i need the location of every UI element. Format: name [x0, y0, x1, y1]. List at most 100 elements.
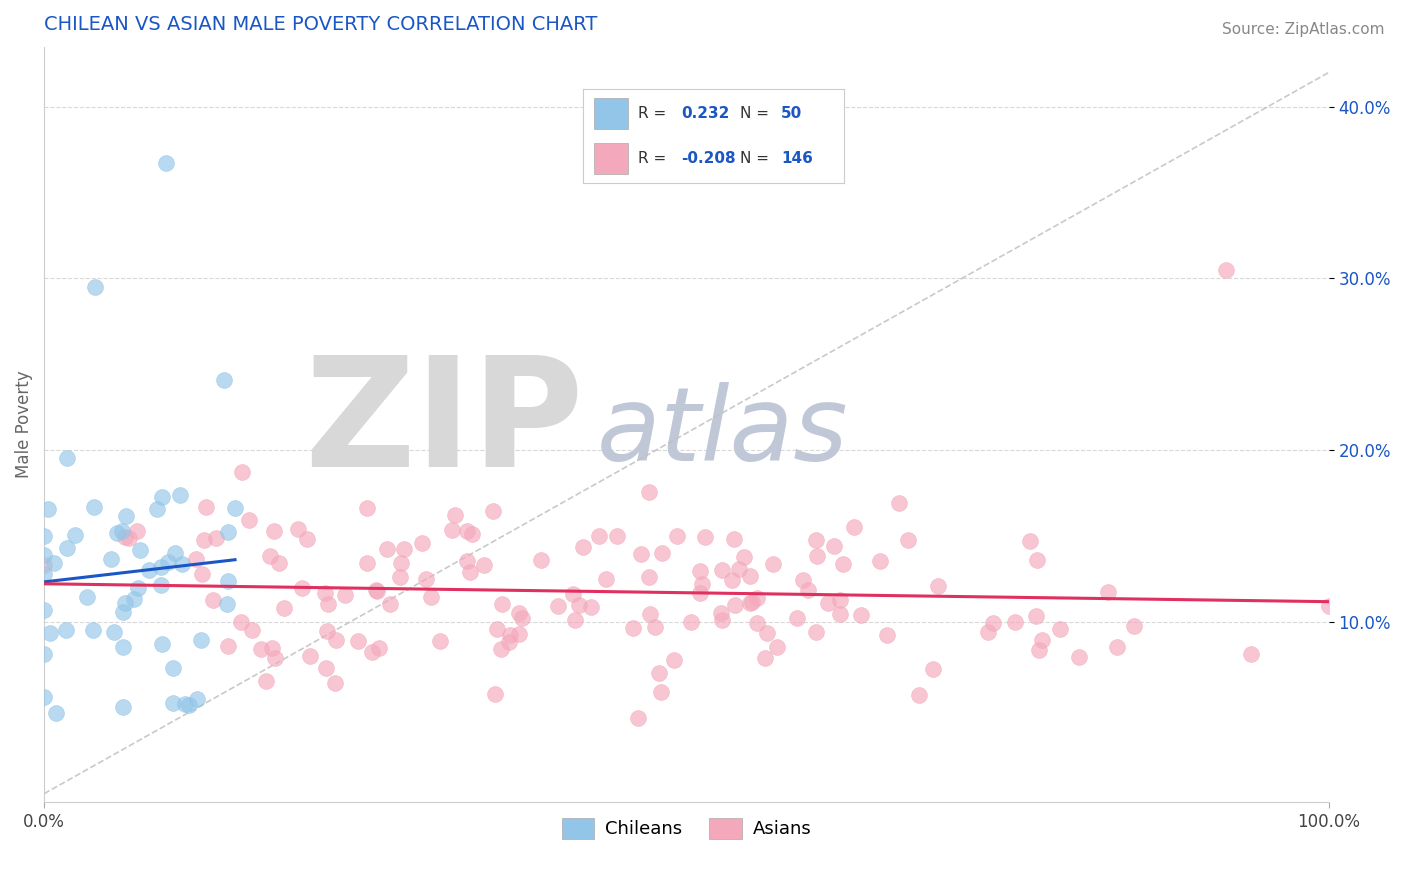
- Point: [32, 558, 55, 573]
- Point: [215, 598, 238, 612]
- Point: [55, 623, 77, 637]
- Point: [665, 529, 688, 543]
- Point: [190, 633, 212, 648]
- Point: [335, 587, 357, 601]
- Point: [927, 579, 949, 593]
- Point: [238, 513, 260, 527]
- Point: [921, 662, 943, 676]
- Point: [747, 615, 769, 630]
- Point: [356, 556, 378, 570]
- Point: [692, 577, 714, 591]
- Point: [498, 628, 520, 642]
- Point: [1031, 632, 1053, 647]
- Point: [1025, 609, 1047, 624]
- Point: [547, 599, 569, 614]
- Point: [638, 569, 661, 583]
- Point: [1049, 622, 1071, 636]
- Point: [1025, 553, 1047, 567]
- Point: [114, 508, 136, 523]
- Point: [630, 547, 652, 561]
- Point: [908, 688, 931, 702]
- Point: [458, 566, 481, 580]
- Text: Source: ZipAtlas.com: Source: ZipAtlas.com: [1222, 22, 1385, 37]
- Point: [664, 653, 686, 667]
- Point: [1018, 533, 1040, 548]
- Point: [103, 624, 125, 639]
- Point: [797, 583, 820, 598]
- Point: [486, 622, 509, 636]
- Point: [693, 530, 716, 544]
- Point: [42, 556, 65, 570]
- Point: [510, 611, 533, 625]
- Point: [786, 610, 808, 624]
- Point: [606, 529, 628, 543]
- Point: [202, 592, 225, 607]
- Point: [456, 524, 478, 538]
- Point: [218, 574, 240, 588]
- Point: [723, 533, 745, 547]
- Point: [32, 647, 55, 661]
- Point: [138, 562, 160, 576]
- Point: [766, 640, 789, 654]
- Point: [484, 687, 506, 701]
- Point: [869, 554, 891, 568]
- Point: [595, 572, 617, 586]
- Point: [174, 698, 197, 712]
- Text: R =: R =: [638, 106, 666, 121]
- Point: [100, 551, 122, 566]
- Point: [366, 583, 388, 598]
- Point: [105, 525, 128, 540]
- Point: [184, 551, 207, 566]
- Legend: Chileans, Asians: Chileans, Asians: [554, 811, 818, 847]
- Point: [564, 613, 586, 627]
- Point: [1123, 618, 1146, 632]
- Point: [263, 524, 285, 538]
- Point: [380, 598, 402, 612]
- Point: [648, 665, 671, 680]
- Point: [32, 603, 55, 617]
- Point: [356, 501, 378, 516]
- Point: [389, 557, 412, 571]
- Point: [710, 607, 733, 621]
- Point: [415, 572, 437, 586]
- Point: [82, 624, 104, 638]
- Point: [84, 280, 107, 294]
- Point: [32, 567, 55, 582]
- Point: [482, 504, 505, 518]
- Point: [724, 598, 747, 612]
- Point: [157, 555, 180, 569]
- Point: [1240, 647, 1263, 661]
- Point: [741, 595, 763, 609]
- Point: [127, 581, 149, 595]
- Point: [111, 524, 134, 538]
- Point: [637, 484, 659, 499]
- Point: [315, 660, 337, 674]
- Point: [644, 620, 666, 634]
- Point: [170, 558, 193, 572]
- Point: [325, 632, 347, 647]
- Point: [804, 533, 827, 547]
- Point: [1105, 640, 1128, 654]
- Point: [269, 556, 291, 570]
- Point: [762, 557, 785, 571]
- Point: [32, 529, 55, 543]
- Point: [711, 563, 734, 577]
- Point: [260, 640, 283, 655]
- Point: [364, 582, 387, 597]
- Point: [150, 491, 173, 505]
- Point: [316, 598, 339, 612]
- Point: [429, 634, 451, 648]
- Point: [842, 520, 865, 534]
- Point: [229, 615, 252, 629]
- Point: [76, 590, 98, 604]
- Point: [392, 541, 415, 556]
- Point: [568, 598, 591, 612]
- Point: [114, 530, 136, 544]
- Point: [728, 562, 751, 576]
- Point: [806, 549, 828, 563]
- Point: [561, 587, 583, 601]
- Text: 0.232: 0.232: [681, 106, 730, 121]
- Point: [367, 640, 389, 655]
- Point: [876, 627, 898, 641]
- Point: [162, 661, 184, 675]
